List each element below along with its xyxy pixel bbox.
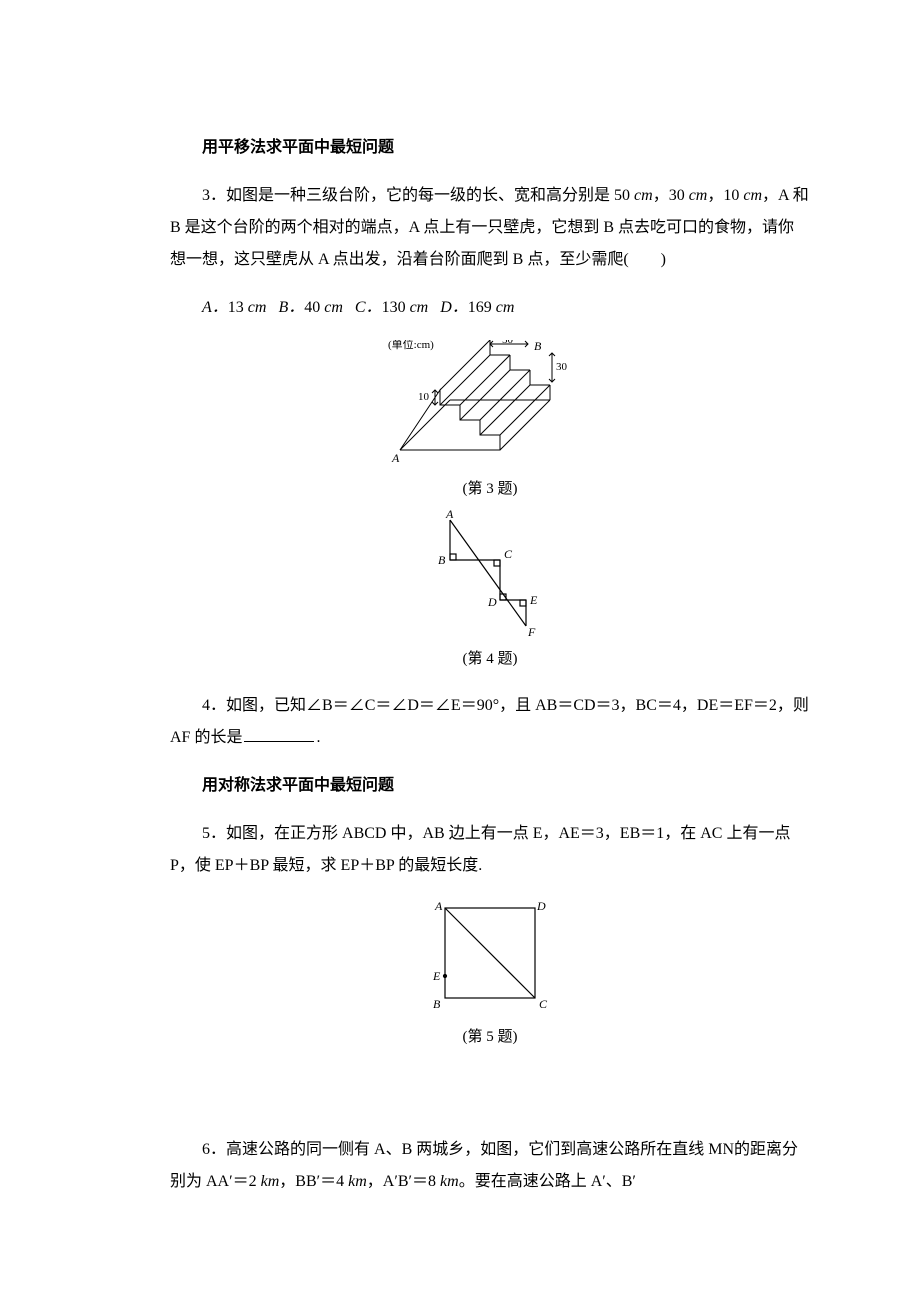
q5-label-b: B [433,997,441,1011]
q4-label-e: E [529,593,538,607]
q3-unit-label: (单位:cm) [388,340,434,351]
q5-label-c: C [539,997,548,1011]
q4-label-b: B [438,553,446,567]
q3-option-a-unit: cm [248,299,267,316]
q4-label-d: D [487,595,497,609]
q3-option-b-label: B． [278,299,304,316]
q3-label-a: A [391,451,400,465]
heading-symmetry: 用对称法求平面中最短问题 [170,770,810,802]
q3-option-d-label: D． [440,299,468,316]
q3-caption: (第 3 题) [170,474,810,504]
q3-option-b-val: 40 [304,299,324,316]
q3-option-c-label: C． [355,299,382,316]
q3-option-b-unit: cm [324,299,343,316]
q3-label-b: B [534,340,542,353]
heading-translation: 用平移法求平面中最短问题 [170,132,810,164]
q4-label-a: A [445,510,454,521]
q6-text-2: ，BB′＝4 [279,1173,348,1190]
q4-figure: A B C D E F (第 4 题) [170,510,810,674]
q5-number: 5． [202,825,226,842]
q4-caption: (第 4 题) [170,644,810,674]
q3-body: 3．如图是一种三级台阶，它的每一级的长、宽和高分别是 50 cm，30 cm，1… [170,180,810,276]
q6-unit-1: km [261,1173,280,1190]
q6-text-4: 。要在高速公路上 A′、B′ [459,1173,636,1190]
q3-text-1: 如图是一种三级台阶，它的每一级的长、宽和高分别是 50 [226,187,634,204]
q4-text-2: . [316,729,320,746]
document-page: 用平移法求平面中最短问题 3．如图是一种三级台阶，它的每一级的长、宽和高分别是 … [0,0,920,1302]
q6-text-3: ，A′B′＝8 [367,1173,440,1190]
q3-number: 3． [202,187,226,204]
q6-unit-2: km [348,1173,367,1190]
q3-text-3: ，10 [707,187,743,204]
q4-blank [244,725,314,742]
q5-body: 5．如图，在正方形 ABCD 中，AB 边上有一点 E，AE＝3，EB＝1，在 … [170,818,810,882]
q5-square-diagram: A D E B C [415,898,565,1018]
q4-number: 4． [202,697,226,714]
q3-option-d-val: 169 [468,299,496,316]
q5-label-d: D [536,899,546,913]
q3-unit-3: cm [743,187,762,204]
q5-caption: (第 5 题) [170,1022,810,1052]
q6-number: 6． [202,1141,226,1158]
q3-option-d-unit: cm [496,299,515,316]
q3-option-a-val: 13 [228,299,248,316]
spacing [170,1058,810,1118]
q3-option-c-val: 130 [382,299,410,316]
q3-dim-top: 50 [502,340,514,346]
q3-option-b: B．40 cm [278,299,342,316]
q3-dim-left: 10 [418,391,430,403]
q4-label-c: C [504,547,513,561]
q3-unit-2: cm [689,187,708,204]
q4-polyline-diagram: A B C D E F [420,510,560,640]
q6-body: 6．高速公路的同一侧有 A、B 两城乡，如图，它们到高速公路所在直线 MN的距离… [170,1134,810,1198]
q3-dim-right: 30 [556,361,568,373]
q4-body: 4．如图，已知∠B＝∠C＝∠D＝∠E＝90°，且 AB＝CD＝3，BC＝4，DE… [170,690,810,754]
q6-unit-3: km [440,1173,459,1190]
q3-options: A．13 cm B．40 cm C．130 cm D．169 cm [170,292,810,324]
q3-option-c: C．130 cm [355,299,428,316]
q5-label-a: A [434,899,443,913]
q3-option-d: D．169 cm [440,299,514,316]
q3-text-2: ，30 [653,187,689,204]
q3-unit-1: cm [634,187,653,204]
q4-label-f: F [527,625,536,639]
q3-option-a-label: A． [202,299,228,316]
q3-figure: (单位:cm) 50 30 10 A B (第 3 题) [170,340,810,504]
q5-label-e: E [432,969,441,983]
q5-text: 如图，在正方形 ABCD 中，AB 边上有一点 E，AE＝3，EB＝1，在 AC… [170,825,790,874]
q3-stairs-diagram: (单位:cm) 50 30 10 A B [380,340,600,470]
q3-option-c-unit: cm [410,299,429,316]
q5-figure: A D E B C (第 5 题) [170,898,810,1052]
q3-option-a: A．13 cm [202,299,266,316]
